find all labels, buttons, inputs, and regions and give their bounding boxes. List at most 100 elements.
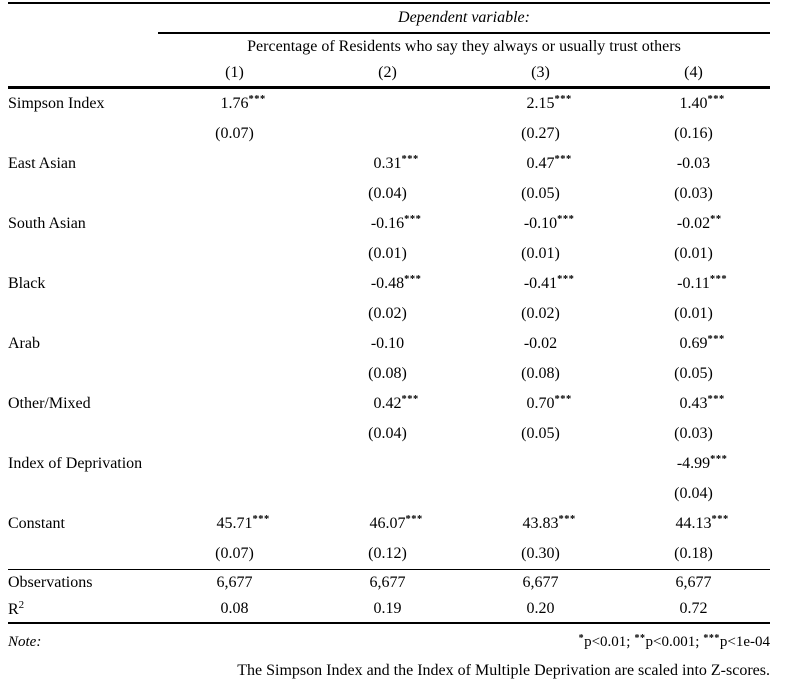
coefficient-cell: 44.13*** (675, 514, 729, 532)
significance-stars: * (578, 633, 585, 644)
coefficient-cell: -0.10*** (523, 214, 575, 232)
coefficient-cell: 1.76*** (220, 94, 266, 112)
standard-error-row: (0.02) (0.02) (0.01) (8, 299, 770, 329)
coefficient-cell: -4.99*** (676, 454, 728, 472)
standard-error-row: (0.01) (0.01) (0.01) (8, 239, 770, 269)
coefficient-value: -0.10 (523, 215, 558, 232)
coefficient-cell: 0.42*** (373, 394, 419, 412)
summary-top-rule (8, 568, 770, 570)
standard-error-row: (0.04) (0.05) (0.03) (8, 179, 770, 209)
column-number-1: (1) (225, 64, 244, 81)
coefficient-value: 2.15 (526, 95, 555, 112)
coefficient-value: 1.76 (220, 95, 249, 112)
coefficient-row: Index of Deprivation -4.99*** (8, 449, 770, 479)
coefficient-cell: 43.83*** (522, 514, 576, 532)
dependent-variable-row: Dependent variable: (8, 4, 770, 32)
significance-item: **p<0.001; (634, 633, 700, 650)
coefficient-value: -0.48 (370, 275, 405, 292)
standard-error-cell: (0.05) (674, 364, 713, 382)
coefficient-value: -0.10 (370, 334, 405, 352)
coefficient-value: -4.99 (676, 455, 711, 472)
coefficient-cell: -0.02** (676, 214, 722, 232)
coefficient-cell: 0.31*** (373, 154, 419, 172)
significance-threshold: p<0.01; (584, 634, 631, 650)
coefficient-cell: -0.48*** (370, 274, 422, 292)
significance-item: ***p<1e-04 (703, 633, 770, 650)
standard-error-cell: (0.05) (521, 184, 560, 202)
coefficient-cell: -0.10 (311, 335, 464, 353)
coefficient-row: Simpson Index 1.76*** 2.15*** 1.40*** (8, 89, 770, 119)
standard-error-cell: (0.12) (368, 544, 407, 562)
standard-error-cell: (0.03) (674, 424, 713, 442)
coefficient-row: Other/Mixed 0.42*** 0.70*** 0.43*** (8, 389, 770, 419)
coefficient-cell: 0.70*** (526, 394, 572, 412)
coefficient-cell: 1.40*** (679, 94, 725, 112)
coefficient-row: Arab -0.10 -0.02 0.69*** (8, 329, 770, 359)
coefficient-value: -0.11 (677, 275, 710, 292)
standard-error-cell: (0.01) (368, 244, 407, 262)
coefficient-value: 0.47 (526, 155, 555, 172)
standard-error-cell: (0.27) (521, 124, 560, 142)
coefficient-value: -0.16 (370, 215, 405, 232)
notes-row: Note: *p<0.01; **p<0.001; ***p<1e-04 (8, 628, 770, 656)
summary-value: 6,677 (522, 574, 559, 591)
standard-error-cell: (0.07) (215, 544, 254, 562)
dependent-variable-description-row: Percentage of Residents who say they alw… (8, 34, 770, 60)
row-label: Constant (8, 514, 65, 532)
standard-error-row: (0.07) (0.27) (0.16) (8, 119, 770, 149)
column-number-3: (3) (531, 64, 550, 81)
coefficient-cell: 0.43*** (679, 394, 725, 412)
coefficient-value: -0.02 (676, 215, 711, 232)
coefficient-value: 44.13 (675, 515, 712, 532)
summary-row: R2 0.08 0.19 0.20 0.72 (8, 596, 770, 622)
column-number-4: (4) (684, 64, 703, 81)
standard-error-cell: (0.07) (215, 124, 254, 142)
summary-value: 6,677 (675, 574, 712, 591)
standard-error-row: (0.04) (0.05) (0.03) (8, 419, 770, 449)
summary-value: 6,677 (216, 574, 253, 591)
column-number-2: (2) (378, 64, 397, 81)
coefficient-row: Constant 45.71*** 46.07*** 43.83*** 44.13*** (8, 509, 770, 539)
standard-error-cell: (0.16) (674, 124, 713, 142)
standard-error-cell: (0.02) (368, 304, 407, 322)
coefficient-cell: 0.69*** (679, 334, 725, 352)
row-label: East Asian (8, 154, 76, 172)
summary-label: R2 (8, 599, 25, 618)
summary-label: Observations (8, 574, 93, 591)
significance-stars: *** (703, 633, 720, 644)
row-label: Simpson Index (8, 94, 105, 112)
coefficient-value: 43.83 (522, 515, 559, 532)
row-label: South Asian (8, 214, 86, 232)
standard-error-cell: (0.08) (368, 364, 407, 382)
significance-threshold: p<1e-04 (719, 634, 770, 650)
coefficient-cell: -0.41*** (523, 274, 575, 292)
standard-error-cell: (0.04) (368, 424, 407, 442)
coefficient-value: 0.43 (679, 395, 708, 412)
significance-threshold: p<0.001; (645, 634, 700, 650)
standard-error-cell: (0.02) (521, 304, 560, 322)
standard-error-cell: (0.01) (674, 244, 713, 262)
coefficient-cell: -0.02 (464, 335, 617, 353)
summary-section: Observations 6,677 6,677 6,677 6,677 R2 0.08 0.… (8, 570, 800, 622)
coefficient-value: -0.41 (523, 275, 558, 292)
row-label: Arab (8, 334, 40, 352)
coefficient-value: -0.03 (676, 154, 711, 172)
coefficient-value: 0.31 (373, 155, 402, 172)
coefficient-value: 0.42 (373, 395, 402, 412)
row-label: Other/Mixed (8, 394, 91, 412)
coefficient-value: 45.71 (216, 515, 253, 532)
superscript: 2 (18, 599, 25, 611)
summary-value: 6,677 (369, 574, 406, 591)
coefficient-value: 1.40 (679, 95, 708, 112)
coefficients-section: Simpson Index 1.76*** 2.15*** 1.40*** (0.07)… (8, 89, 800, 569)
standard-error-row: (0.07) (0.12) (0.30) (0.18) (8, 539, 770, 569)
coefficient-cell: 46.07*** (369, 514, 423, 532)
coefficient-value: -0.02 (523, 334, 558, 352)
scaling-note: The Simpson Index and the Index of Multi… (237, 662, 770, 679)
note-label: Note: (8, 633, 42, 650)
significance-stars: ** (634, 633, 646, 644)
summary-value: 0.72 (679, 600, 708, 617)
standard-error-cell: (0.04) (674, 484, 713, 502)
header-bottom-rule (8, 86, 770, 89)
